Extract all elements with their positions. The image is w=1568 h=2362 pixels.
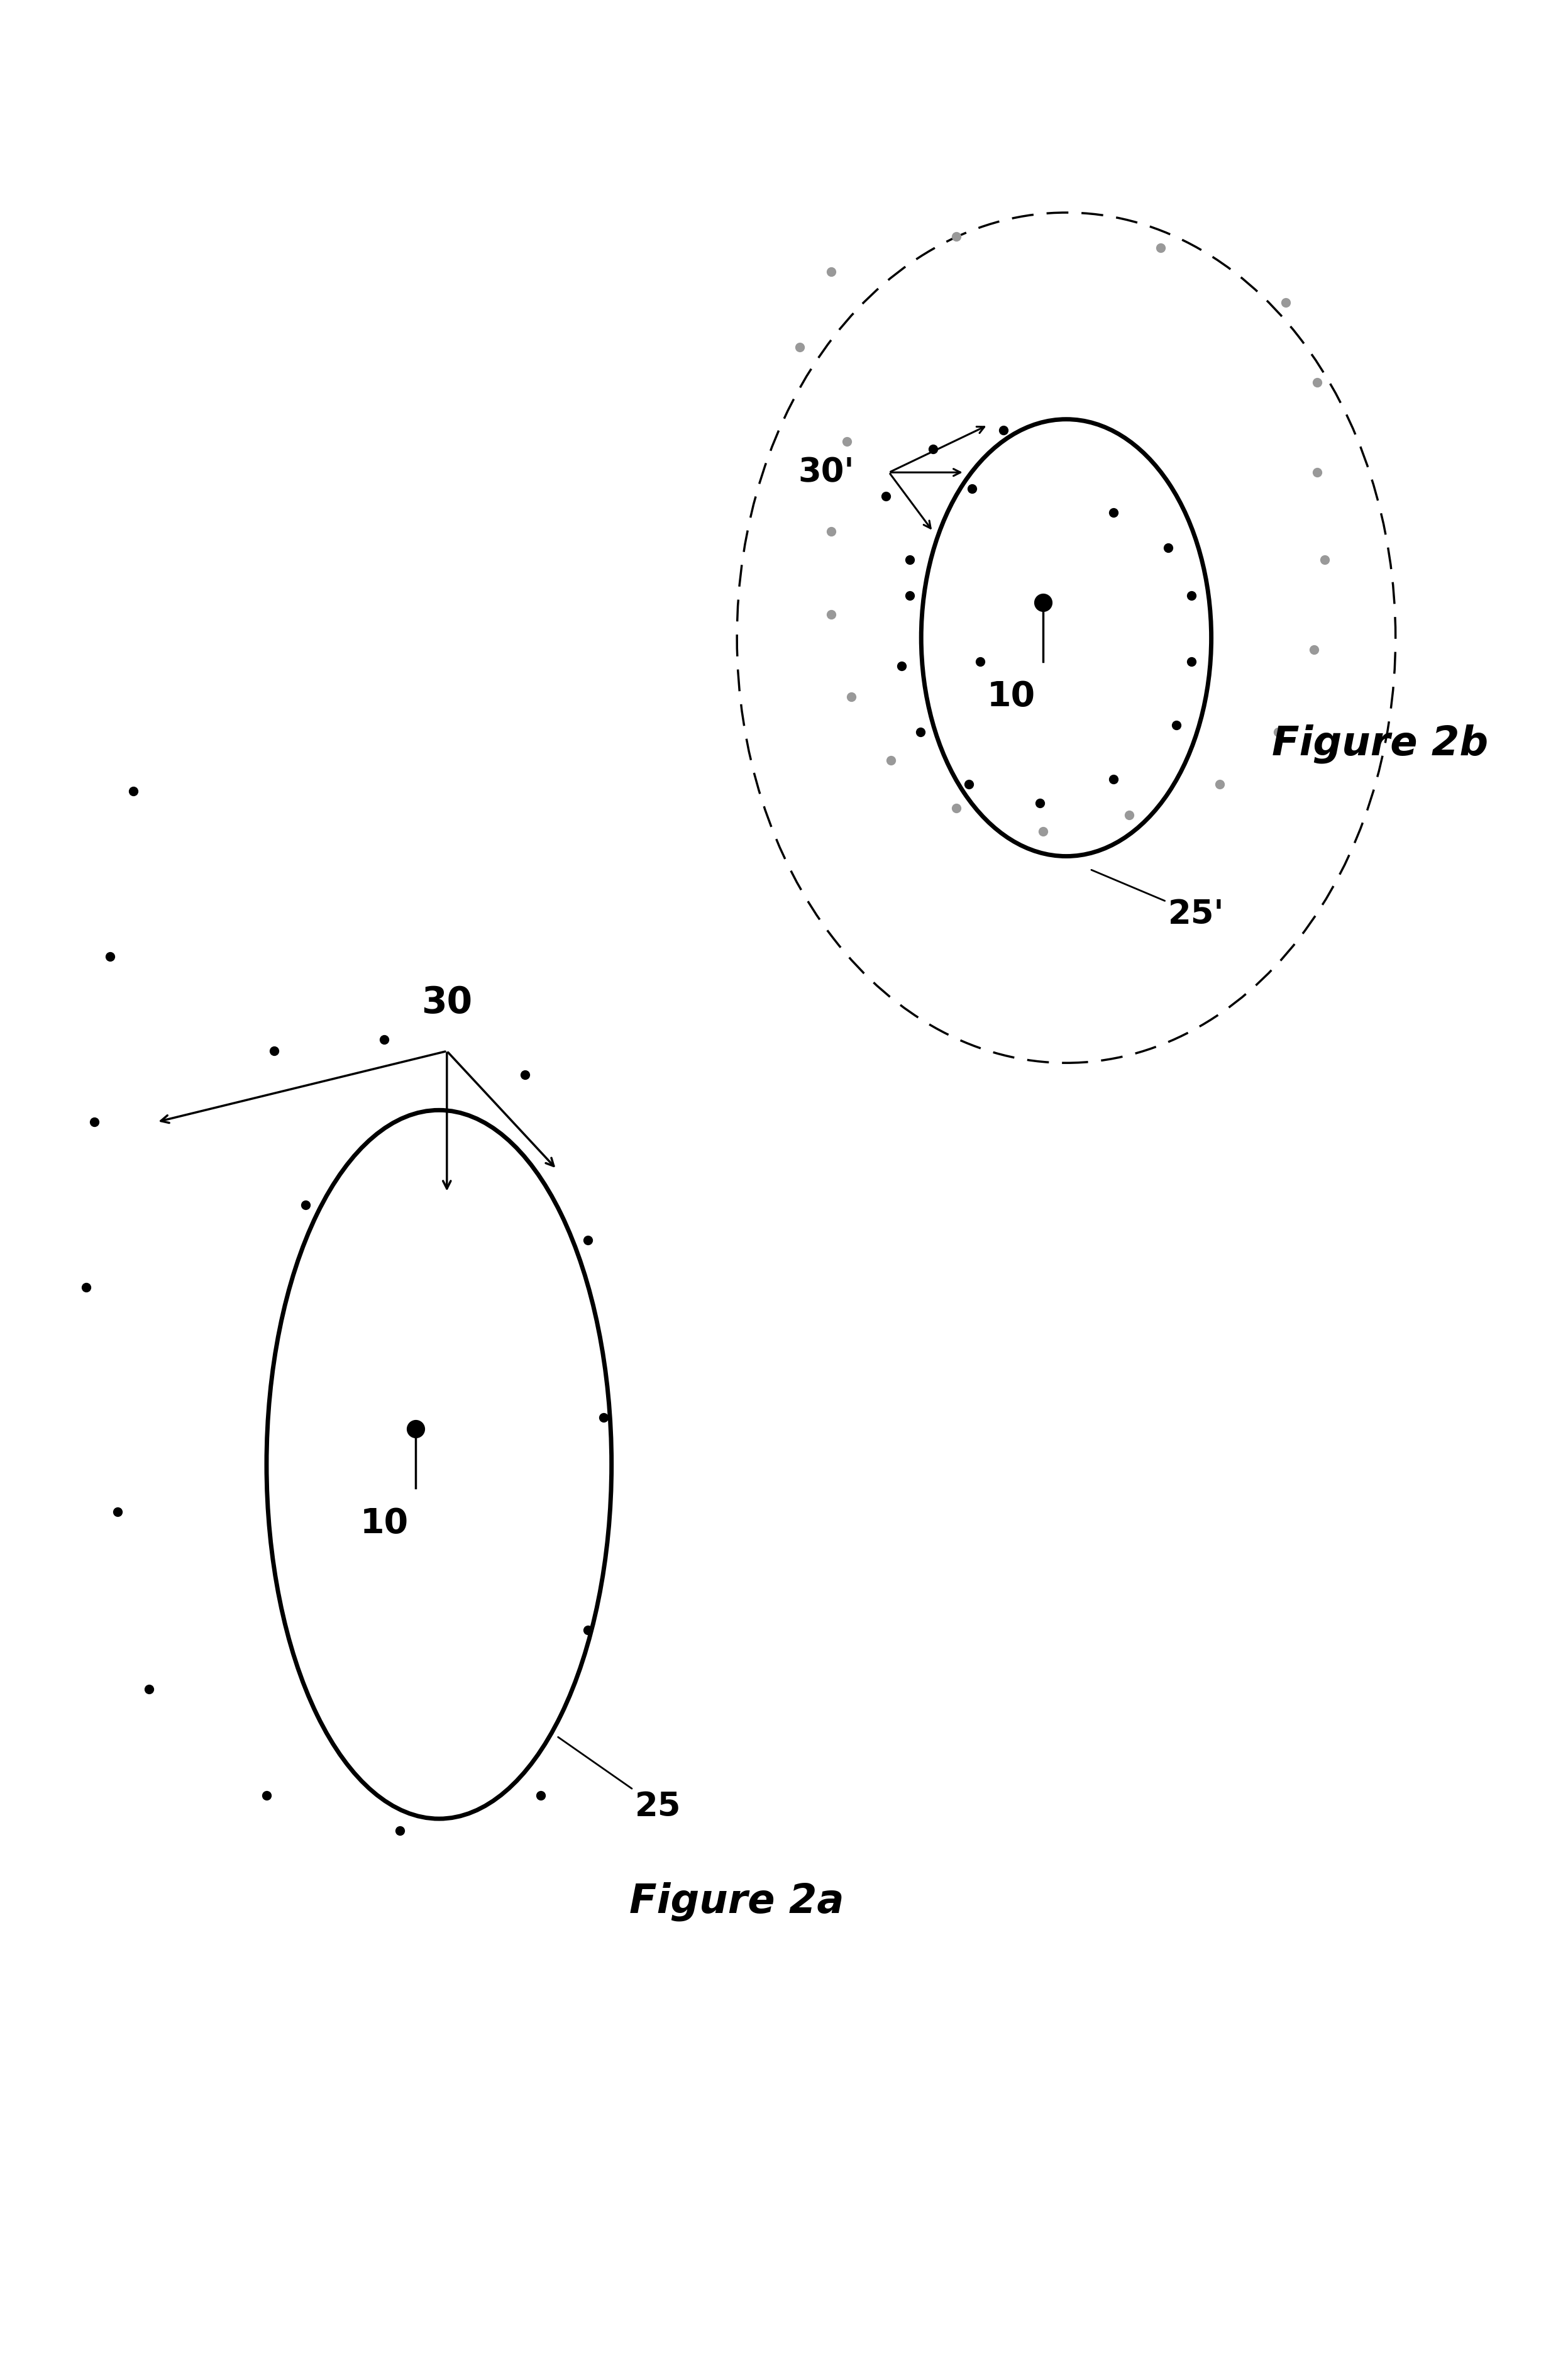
Text: 30': 30' [798,456,855,489]
Text: 10: 10 [988,680,1035,713]
Text: 25: 25 [558,1736,681,1823]
Text: Figure 2a: Figure 2a [630,1883,844,1920]
Text: 25': 25' [1091,869,1225,931]
Text: Figure 2b: Figure 2b [1272,725,1488,763]
Text: 10: 10 [361,1507,408,1540]
Text: 30: 30 [422,985,472,1020]
